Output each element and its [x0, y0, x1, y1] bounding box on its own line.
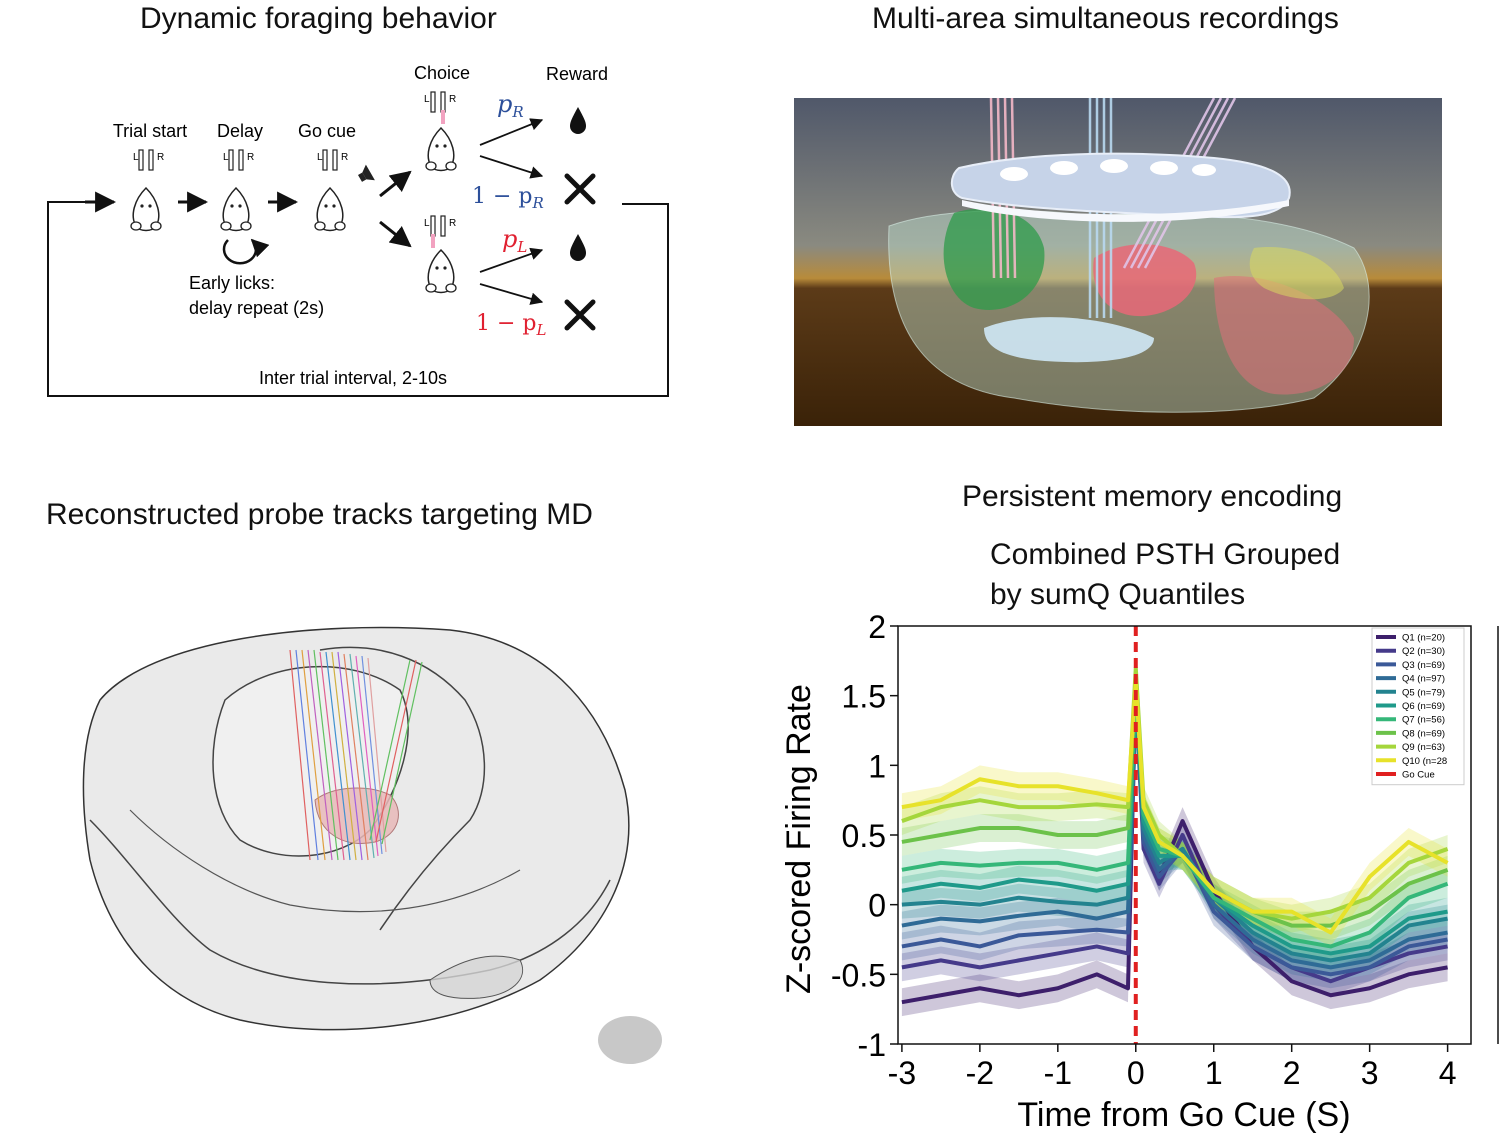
mouse-delay-icon: L R — [220, 149, 254, 232]
series-line-q9 — [901, 665, 1449, 921]
psth-subtitle-line2: by sumQ Quantiles — [990, 578, 1246, 611]
legend-entry: Q1 (n=20) — [1402, 633, 1445, 644]
iti-label: Inter trial interval, 2-10s — [259, 368, 447, 388]
y-tick-label: 1.5 — [842, 679, 886, 715]
y-axis-label: Z-scored Firing Rate — [780, 684, 818, 994]
mouse-choice-right-icon: L R — [424, 91, 457, 172]
series-line-q2 — [901, 693, 1448, 984]
x-tick-label: 4 — [1439, 1055, 1457, 1091]
spout-right-label: R — [157, 152, 164, 163]
speaker-icon — [358, 164, 375, 182]
x-tick-label: 0 — [1127, 1055, 1145, 1091]
y-tick-label: 0.5 — [842, 818, 886, 854]
legend-entry: Q3 (n=69) — [1402, 660, 1445, 671]
series-line-q6 — [901, 686, 1448, 956]
series-line-q7 — [901, 679, 1449, 949]
series-band-q9 — [901, 653, 1448, 933]
p-right-label: pR — [497, 90, 524, 121]
legend-entry: Q4 (n=97) — [1402, 674, 1445, 685]
legend-entry: Go Cue — [1402, 770, 1435, 781]
mouse-trial-start-icon: L R — [130, 149, 164, 232]
legend-entry: Q7 (n=56) — [1402, 715, 1445, 726]
x-axis-label: Time from Go Cue (S) — [1017, 1096, 1350, 1134]
stage-label-go-cue: Go cue — [298, 121, 356, 141]
early-licks-label: Early licks: — [189, 273, 275, 293]
x-tick-label: -3 — [888, 1055, 916, 1091]
spout-right-label: R — [449, 94, 456, 105]
spout-left-label: L — [133, 152, 139, 163]
behavior-panel-title: Dynamic foraging behavior — [140, 2, 497, 35]
y-tick-label: 0 — [868, 888, 886, 924]
y-tick-label: -0.5 — [831, 957, 886, 993]
series-line-q4 — [901, 693, 1448, 970]
spout-left-label: L — [424, 94, 430, 105]
legend-entry: Q8 (n=69) — [1402, 728, 1445, 739]
x-tick-label: -1 — [1044, 1055, 1072, 1091]
legend-entry: Q6 (n=69) — [1402, 701, 1445, 712]
no-reward-cross-icon — [564, 299, 596, 331]
spout-right-label: R — [449, 218, 456, 229]
x-tick-label: 3 — [1361, 1055, 1379, 1091]
recording-render — [794, 98, 1442, 426]
water-drop-icon — [570, 107, 586, 134]
probe-panel-title: Reconstructed probe tracks targeting MD — [46, 498, 593, 531]
recording-panel-title: Multi-area simultaneous recordings — [872, 2, 1339, 35]
olfactory-bulb-shape — [598, 1016, 662, 1064]
series-line-q10 — [901, 679, 1449, 935]
y-tick-label: 2 — [868, 614, 886, 645]
series-band-q6 — [901, 674, 1448, 968]
spout-right-label: R — [341, 152, 348, 163]
spout-left-label: L — [424, 218, 430, 229]
mouse-choice-left-icon: L R — [424, 215, 457, 294]
y-tick-label: -1 — [858, 1027, 886, 1063]
early-licks-rule: delay repeat (2s) — [189, 298, 324, 318]
x-tick-label: -2 — [966, 1055, 994, 1091]
series-line-q5 — [901, 686, 1448, 963]
y-tick-label: 1 — [868, 748, 886, 784]
choice-label: Choice — [414, 63, 470, 83]
spout-left-label: L — [317, 152, 323, 163]
stage-label-delay: Delay — [217, 121, 263, 141]
no-reward-cross-icon — [564, 173, 596, 205]
x-tick-label: 2 — [1283, 1055, 1301, 1091]
legend-entry: Q10 (n=28 — [1402, 756, 1447, 767]
probe-track-render — [82, 626, 662, 1064]
x-tick-label: 1 — [1205, 1055, 1223, 1091]
mouse-go-cue-icon: L R — [314, 149, 348, 232]
chart-legend: Q1 (n=20) Q2 (n=30) Q3 (n=69) Q4 (n=97) Q5 (… — [1371, 627, 1465, 786]
one-minus-p-right-label: 1 − pR — [472, 184, 544, 212]
reward-label: Reward — [546, 64, 608, 84]
legend-entry: Q2 (n=30) — [1402, 646, 1445, 657]
stage-label-trial-start: Trial start — [113, 121, 187, 141]
psth-subtitle-line1: Combined PSTH Grouped — [990, 538, 1341, 571]
one-minus-p-left-label: 1 − pL — [476, 311, 547, 339]
behavior-diagram: Trial start Delay Go cue Choice Reward L… — [47, 63, 669, 397]
legend-entry: Q5 (n=79) — [1402, 687, 1445, 698]
p-left-label: pL — [502, 225, 527, 256]
series-line-q3 — [901, 693, 1448, 977]
legend-entry: Q9 (n=63) — [1402, 742, 1445, 753]
series-band-q4 — [901, 681, 1448, 982]
water-drop-icon — [570, 234, 586, 261]
spout-left-label: L — [223, 152, 229, 163]
spout-right-label: R — [247, 152, 254, 163]
psth-chart: -3 -2 -1 0 1 2 3 4 2 1.5 1 0.5 0 -0.5 -1 Time from Go… — [780, 614, 1499, 1134]
psth-panel-title: Persistent memory encoding — [962, 480, 1343, 513]
